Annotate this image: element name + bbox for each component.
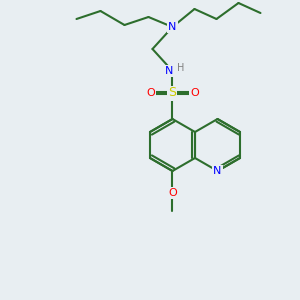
Text: S: S <box>169 86 176 100</box>
Text: N: N <box>168 22 177 32</box>
Text: N: N <box>165 66 174 76</box>
Text: O: O <box>190 88 199 98</box>
Text: H: H <box>177 63 184 73</box>
Text: N: N <box>213 166 222 176</box>
Text: O: O <box>168 188 177 198</box>
Text: O: O <box>146 88 155 98</box>
